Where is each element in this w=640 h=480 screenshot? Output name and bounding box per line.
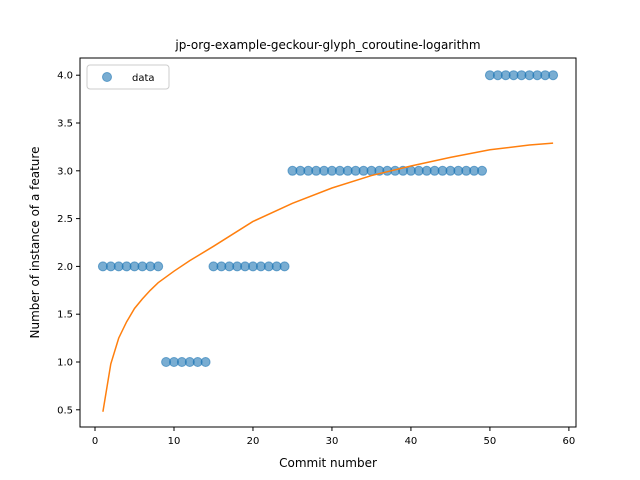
x-axis-label: Commit number (279, 456, 377, 470)
chart-title: jp-org-example-geckour-glyph_coroutine-l… (174, 38, 480, 52)
x-tick-label: 50 (484, 436, 497, 447)
fit-line (102, 142, 554, 412)
y-axis-label: Number of instance of a feature (28, 147, 42, 339)
y-tick-label: 4.0 (57, 71, 73, 82)
data-point (200, 356, 211, 367)
y-tick-label: 2.5 (57, 214, 73, 225)
x-tick-label: 40 (405, 436, 418, 447)
legend: data (86, 64, 170, 90)
plot-content (97, 70, 559, 412)
y-axis: 0.5 1.0 1.5 2.0 2.5 3.0 3.5 4.0 (57, 71, 80, 416)
data-point (548, 70, 559, 81)
legend-box (86, 64, 170, 90)
y-tick-label: 1.5 (57, 310, 73, 321)
legend-label-data: data (132, 73, 155, 84)
x-tick-label: 0 (92, 436, 98, 447)
y-tick-label: 3.0 (57, 166, 73, 177)
data-point (477, 165, 488, 176)
x-tick-label: 60 (563, 436, 576, 447)
x-axis: 0 10 20 30 40 50 60 (92, 427, 575, 447)
x-tick-label: 30 (326, 436, 339, 447)
data-point (279, 261, 290, 272)
y-tick-label: 0.5 (57, 405, 73, 416)
x-tick-label: 10 (168, 436, 181, 447)
data-point (153, 261, 164, 272)
plot-frame (79, 57, 577, 428)
y-tick-label: 2.0 (57, 262, 73, 273)
plot-area (80, 58, 576, 427)
y-tick-label: 1.0 (57, 357, 73, 368)
y-tick-label: 3.5 (57, 119, 73, 130)
x-tick-label: 20 (247, 436, 260, 447)
legend-marker-data (102, 72, 112, 82)
